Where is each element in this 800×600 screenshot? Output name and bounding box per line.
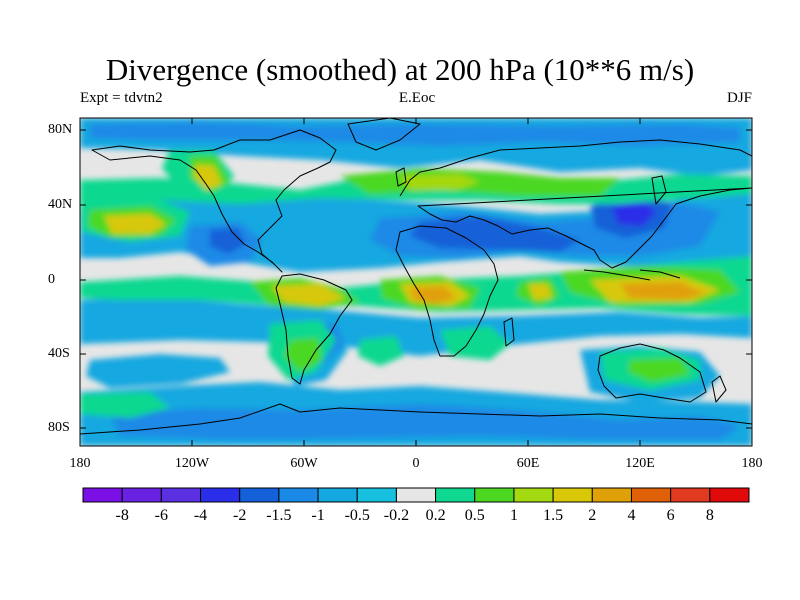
colorbar-swatch (435, 487, 476, 503)
case-label: E.Eoc (398, 90, 436, 106)
colorbar-label: -2 (233, 507, 247, 524)
colorbar-label: 4 (627, 507, 636, 524)
contour-region (80, 296, 752, 356)
lat-label-eq: 0 (48, 272, 55, 287)
lon-label-120w: 120W (174, 456, 210, 471)
coastline-uk (395, 167, 407, 187)
colorbar-swatch (82, 487, 123, 503)
colorbar-swatch (121, 487, 162, 503)
contour-region (80, 392, 170, 418)
colorbar-label: -0.5 (344, 507, 370, 524)
contour-region (86, 354, 230, 388)
coastlines (80, 118, 752, 435)
coastline-antarctica (80, 403, 752, 435)
coastline-eurasia (399, 139, 752, 269)
colorbar-label: 1 (509, 507, 518, 524)
coastline-africa (395, 225, 499, 357)
contour-region (440, 326, 510, 360)
lon-label-120e: 120E (625, 456, 655, 471)
colorbar-label: -0.2 (383, 507, 410, 524)
colorbar-swatch (474, 487, 515, 503)
contour-region (110, 404, 740, 440)
coastline-madagascar (503, 317, 515, 347)
contour-region (210, 228, 246, 254)
contour-region (410, 286, 456, 304)
coastline-indonesia (583, 269, 681, 281)
contour-field (80, 118, 752, 446)
colorbar-label: -4 (193, 507, 208, 524)
colorbar (82, 487, 750, 503)
season-label: DJF (726, 90, 752, 106)
contour-region (104, 214, 166, 234)
colorbar-swatch (670, 487, 711, 503)
lon-label-60e: 60E (516, 456, 540, 471)
lat-label-40n: 40N (48, 197, 73, 212)
coastline-south-america (275, 273, 353, 385)
lat-label-80n: 80N (48, 122, 73, 137)
colorbar-label: -6 (154, 507, 168, 524)
colorbar-swatch (630, 487, 672, 503)
colorbar-swatch (278, 487, 319, 503)
axis-ticks (79, 118, 753, 446)
contour-region (528, 284, 552, 300)
colorbar-label: 8 (705, 507, 714, 524)
contour-region (272, 284, 346, 306)
colorbar-swatch (513, 487, 554, 503)
colorbar-swatch (395, 487, 437, 503)
contour-region (194, 164, 222, 190)
colorbar-swatch (317, 487, 358, 503)
colorbar-label: -8 (115, 507, 129, 524)
contour-region (612, 200, 656, 226)
coastline-greenland (347, 118, 421, 151)
colorbar-swatch (160, 487, 202, 503)
lon-label-0: 0 (412, 456, 420, 471)
contour-region (620, 282, 706, 300)
coastline-new-zealand (711, 375, 727, 403)
coastline-north-america (91, 129, 337, 273)
lat-label-40s: 40S (48, 346, 70, 361)
contour-region (410, 216, 580, 252)
experiment-label: Expt = tdvtn2 (80, 90, 163, 106)
colorbar-label: 2 (588, 507, 597, 524)
coastline-japan (651, 175, 667, 205)
colorbar-label: -1 (311, 507, 325, 524)
contour-region (284, 338, 322, 372)
contour-region (400, 174, 480, 190)
lon-label-180e: 180 (741, 456, 763, 471)
lon-label-180w: 180 (69, 456, 91, 471)
contour-region (628, 358, 690, 382)
colorbar-swatch (356, 487, 397, 503)
colorbar-label: 0.5 (464, 507, 485, 524)
colorbar-label: 6 (666, 507, 675, 524)
colorbar-swatch (552, 487, 593, 503)
lon-label-60w: 60W (290, 456, 318, 471)
colorbar-label: -1.5 (266, 507, 292, 524)
colorbar-label: 0.2 (425, 507, 446, 524)
colorbar-label: 1.5 (543, 507, 564, 524)
colorbar-swatch (200, 487, 241, 503)
colorbar-swatch (709, 487, 750, 503)
plot-title: Divergence (smoothed) at 200 hPa (10**6 … (105, 52, 695, 87)
colorbar-swatch (239, 487, 280, 503)
lat-label-80s: 80S (48, 420, 70, 435)
colorbar-swatch (591, 487, 632, 503)
contour-region (358, 336, 404, 366)
coastline-australia (597, 343, 707, 403)
